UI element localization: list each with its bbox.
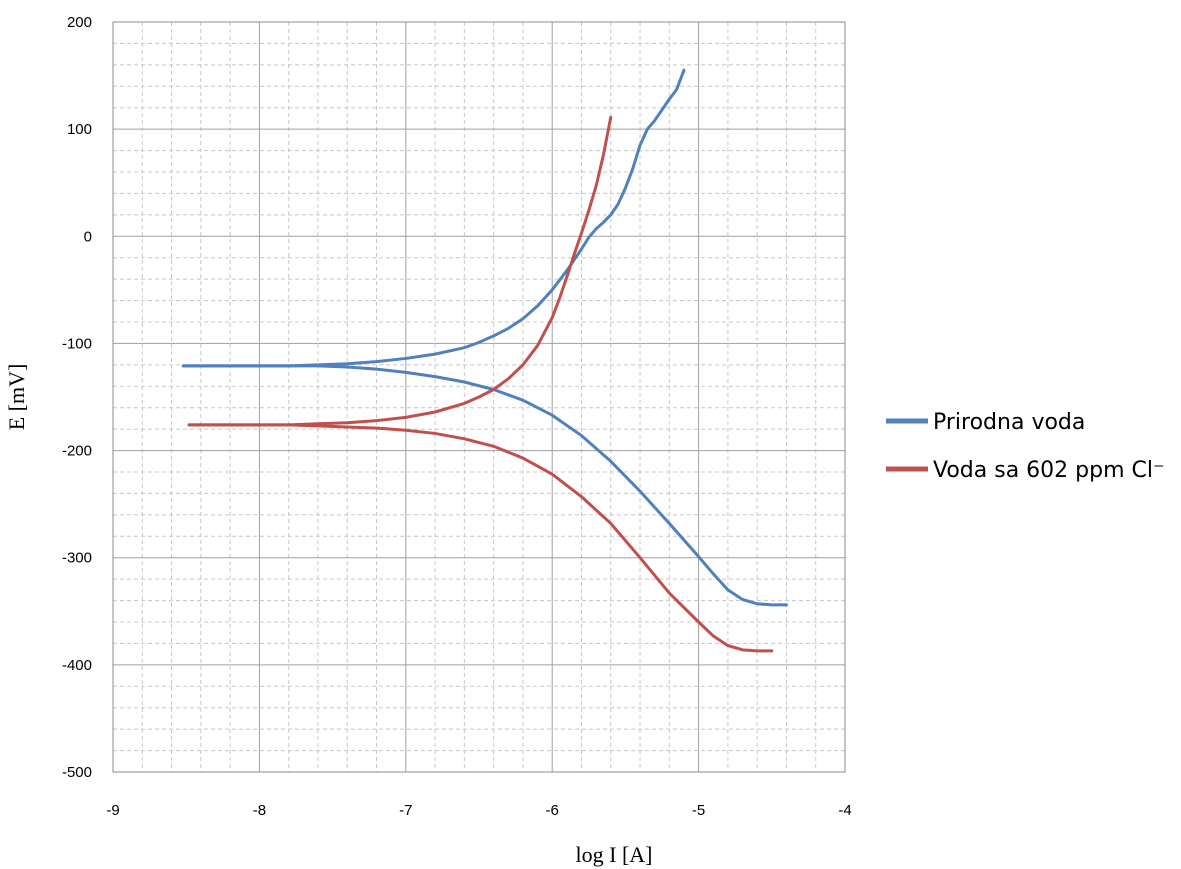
y-tick-label: 100 [67,121,92,138]
x-tick-label: -4 [838,802,851,819]
x-tick-label: -7 [399,802,412,819]
x-tick-label: -8 [253,802,266,819]
tick-labels: -9 -8 -7 -6 -5 -4 200 100 0 -100 -200 -300 -400 -500 [62,14,852,819]
legend-label-series-2: Voda sa 602 ppm Cl⁻ [933,458,1165,483]
y-axis-title: E [mV] [4,364,29,431]
legend: Prirodna voda Voda sa 602 ppm Cl⁻ [886,410,1165,483]
y-tick-label: -500 [62,764,92,781]
x-tick-label: -9 [106,802,119,819]
series-2-branch-1-line [187,115,613,427]
y-tick-label: -400 [62,657,92,674]
series-lines [181,68,788,653]
y-tick-label: 200 [67,14,92,31]
series-1-branch-1-line [181,68,686,368]
y-tick-label: 0 [84,228,92,245]
x-tick-label: -6 [546,802,559,819]
plot-area-border [112,21,846,773]
x-axis-title: log I [A] [576,842,653,867]
y-tick-label: -200 [62,443,92,460]
series-1-branch-2-line [181,364,788,607]
x-tick-label: -5 [692,802,705,819]
series-2-branch-2-line [187,423,774,653]
y-tick-label: -300 [62,550,92,567]
y-tick-label: -100 [62,335,92,352]
legend-label-series-1: Prirodna voda [933,410,1085,435]
